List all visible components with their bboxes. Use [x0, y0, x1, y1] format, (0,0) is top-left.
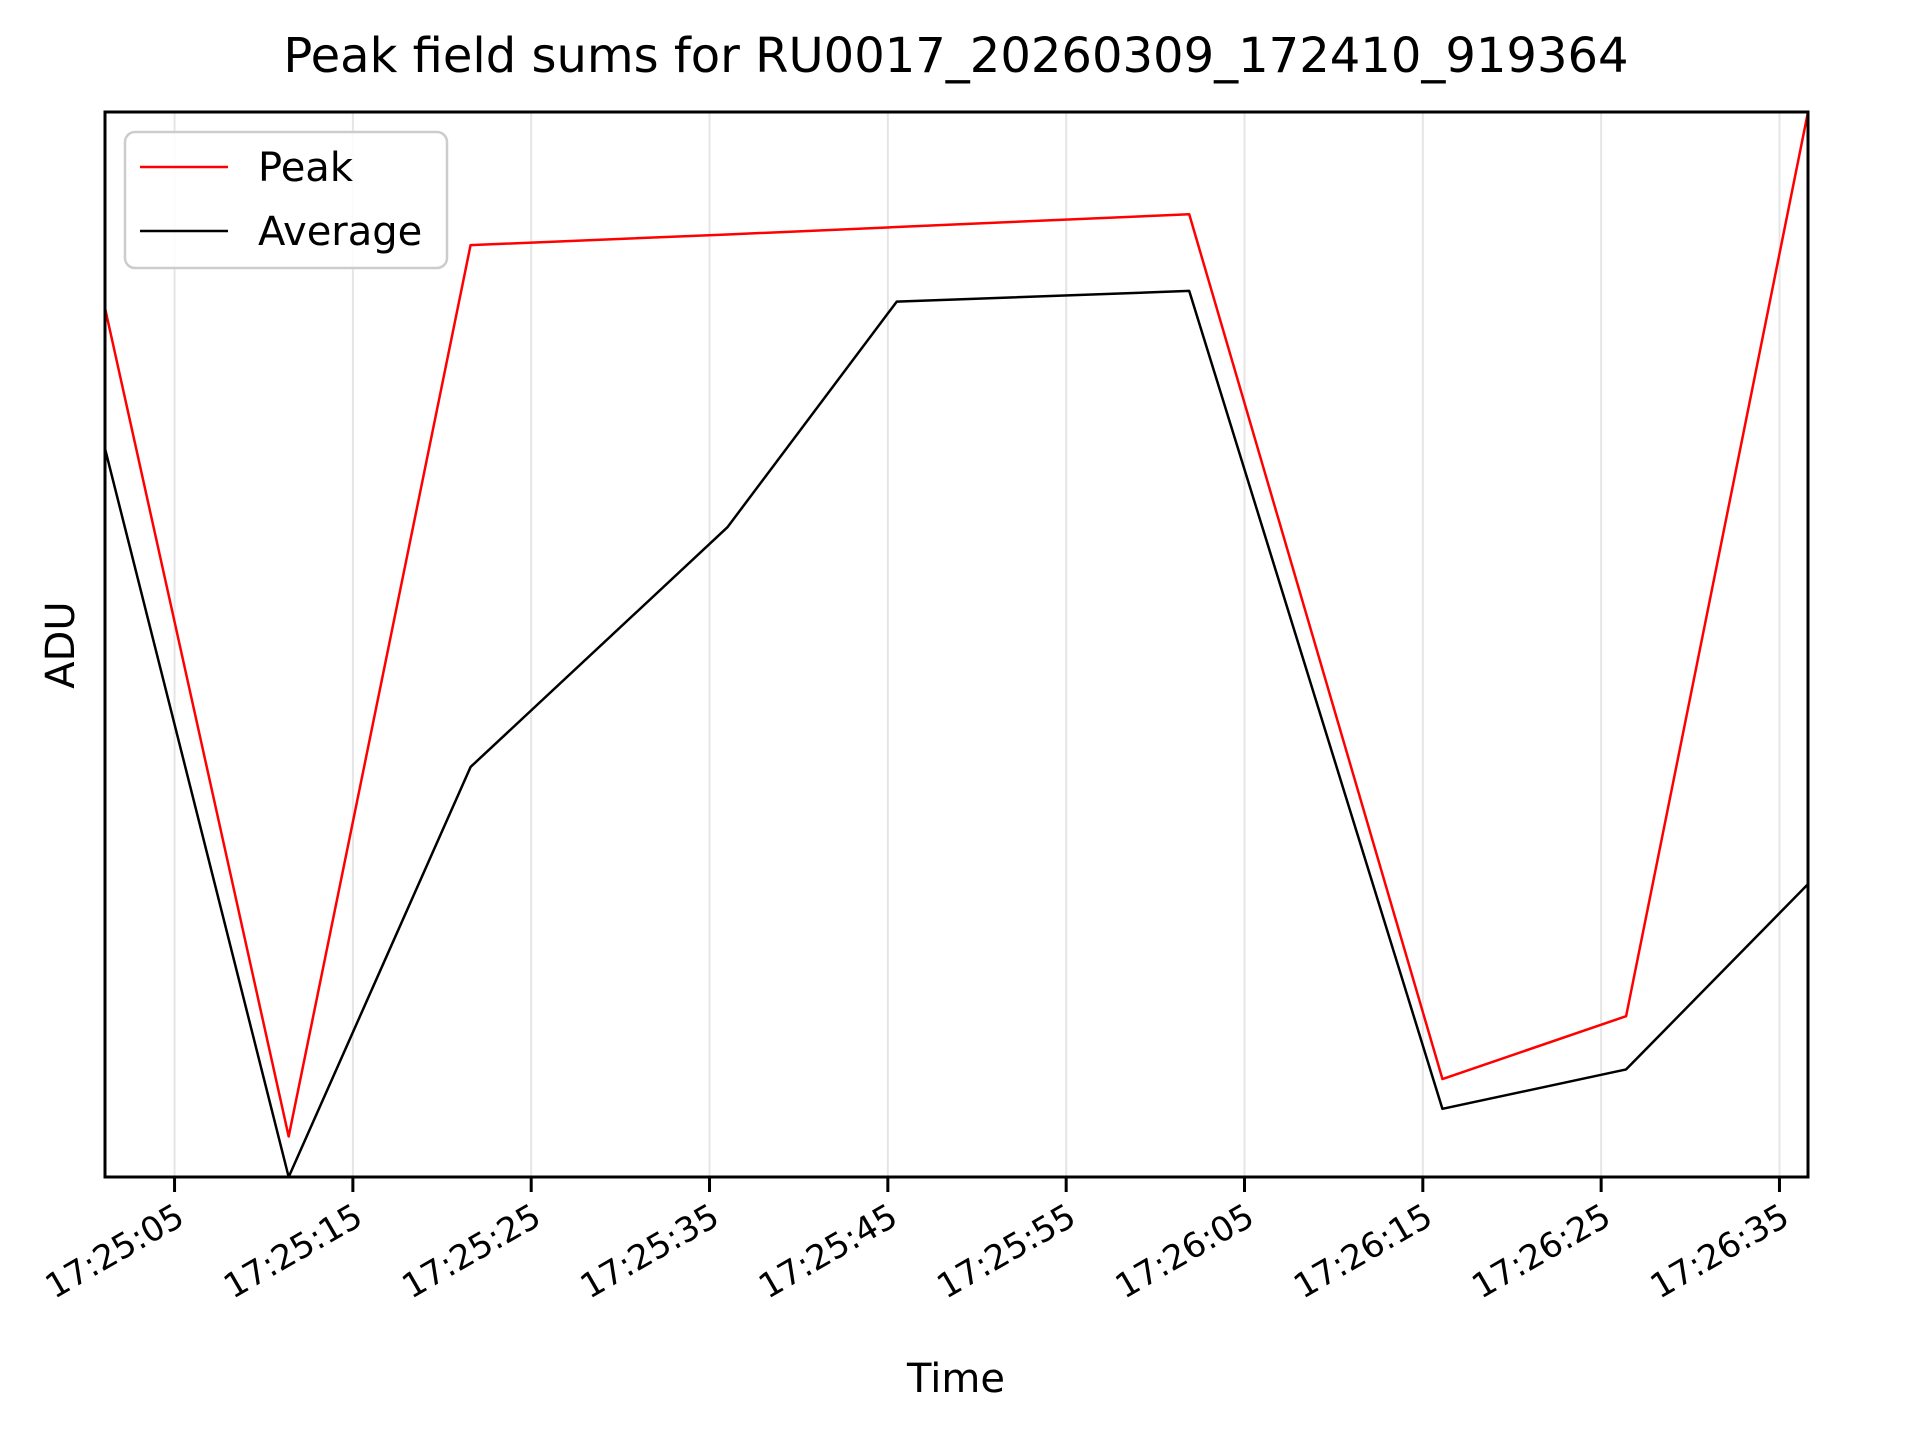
x-tick-marks — [173, 1177, 1781, 1192]
x-tick-label: 17:25:15 — [217, 1196, 369, 1307]
x-tick-label: 17:25:55 — [930, 1196, 1082, 1307]
x-tick-label: 17:26:25 — [1465, 1196, 1617, 1307]
x-tick-label: 17:26:35 — [1644, 1196, 1796, 1307]
legend: Peak Average — [123, 130, 449, 270]
series-line-peak — [103, 110, 1810, 1138]
x-tick-label: 17:25:45 — [752, 1196, 904, 1307]
series-line-average — [103, 289, 1810, 1179]
gridlines — [173, 112, 1781, 1177]
plot-border — [103, 110, 1810, 1179]
x-axis-label: Time — [906, 1356, 1005, 1402]
legend-label-average: Average — [258, 209, 422, 255]
x-tick-label: 17:25:05 — [39, 1196, 191, 1307]
legend-label-peak: Peak — [258, 145, 354, 191]
series-lines — [103, 110, 1810, 1179]
x-tick-label: 17:26:15 — [1287, 1196, 1439, 1307]
x-tick-label: 17:26:05 — [1109, 1196, 1261, 1307]
x-tick-labels: 17:25:05 17:25:15 17:25:25 17:25:35 17:25:45… — [39, 1196, 1796, 1307]
x-tick-label: 17:25:25 — [395, 1196, 547, 1307]
x-tick-label: 17:25:35 — [574, 1196, 726, 1307]
chart-title: Peak field sums for RU0017_20260309_1724… — [283, 28, 1628, 84]
y-axis-label: ADU — [38, 601, 84, 688]
